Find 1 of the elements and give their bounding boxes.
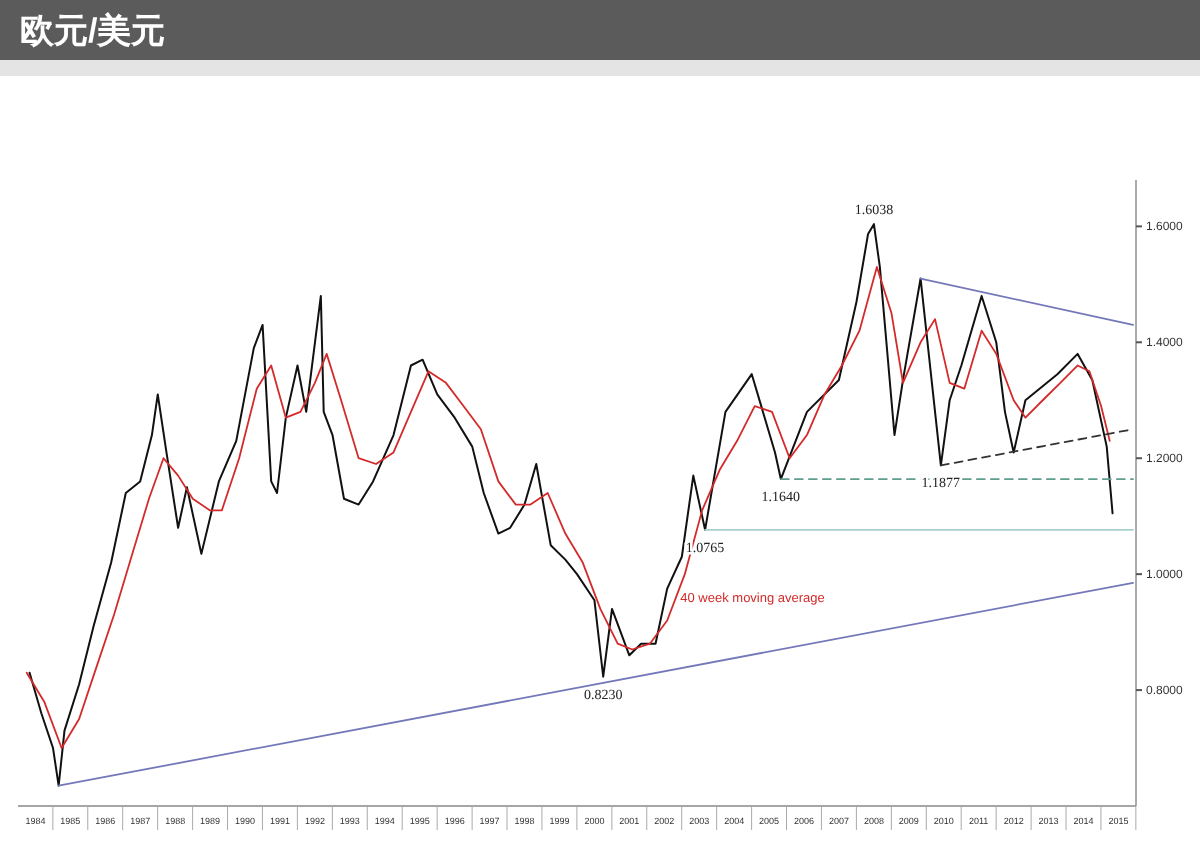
chart-title: 欧元/美元: [20, 12, 166, 50]
